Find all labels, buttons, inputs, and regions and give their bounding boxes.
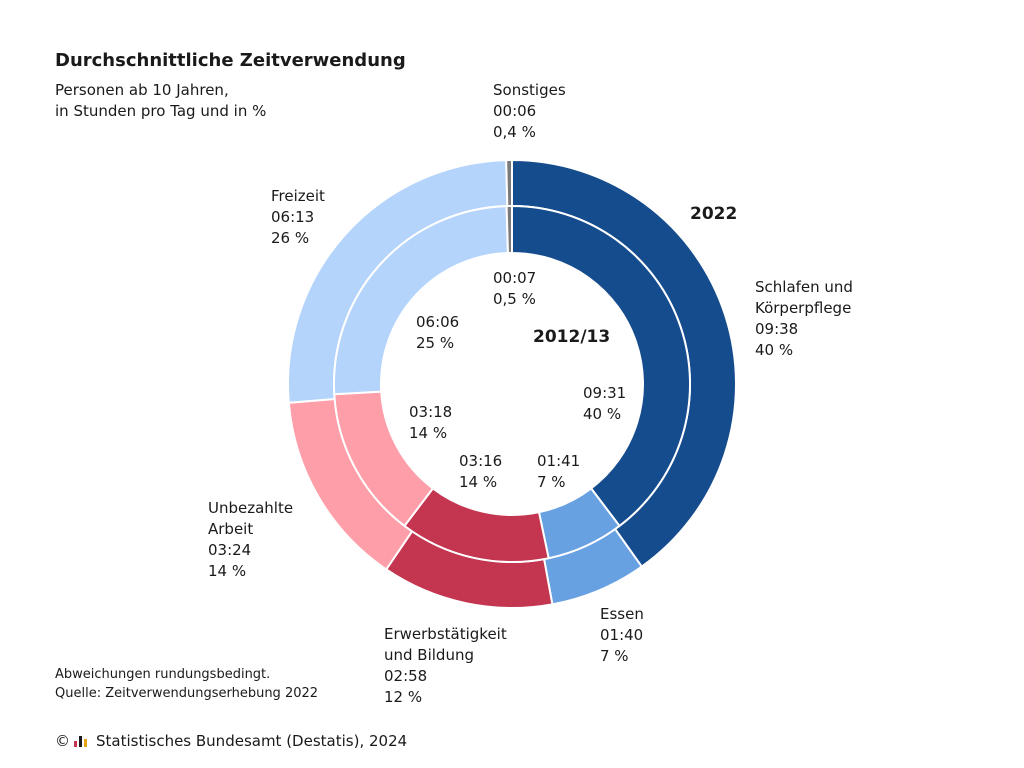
copyright-symbol: © — [55, 732, 70, 750]
outer-ring-2022 — [287, 158, 737, 609]
inner-label-unbezahlt: 03:18 14 % — [409, 403, 452, 442]
outer-label-unbezahlt: Unbezahlte Arbeit 03:24 14 % — [208, 499, 293, 580]
footnote-source: Quelle: Zeitverwendungserhebung 2022 — [55, 686, 319, 701]
copyright: © Statistisches Bundesamt (Destatis), 20… — [55, 732, 407, 750]
outer-label-sonstiges: Sonstiges 00:06 0,4 % — [493, 81, 566, 141]
inner-slice-sonstiges — [505, 204, 513, 255]
footnote: Abweichungen rundungsbedingt. Quelle: Ze… — [55, 665, 318, 703]
inner-label-essen: 01:41 7 % — [537, 452, 580, 491]
chart-subtitle: Personen ab 10 Jahren, in Stunden pro Ta… — [55, 80, 266, 122]
outer-slice-sonstiges — [505, 158, 513, 208]
inner-label-erwerb: 03:16 14 % — [459, 452, 502, 491]
inner-label-sonstiges: 00:07 0,5 % — [493, 269, 536, 308]
inner-label-schlafen: 09:31 40 % — [583, 384, 626, 423]
outer-label-essen: Essen 01:40 7 % — [600, 605, 644, 665]
chart-title: Durchschnittliche Zeitverwendung — [55, 50, 406, 71]
ring-label-2012-13: 2012/13 — [533, 327, 610, 347]
inner-ring-2012-13 — [333, 204, 691, 563]
outer-label-freizeit: Freizeit 06:13 26 % — [271, 187, 325, 247]
slice-labels: Schlafen und Körperpflege 09:38 40 % Essen 01… — [208, 81, 853, 706]
outer-label-erwerb: Erwerbstätigkeit und Bildung 02:58 12 % — [384, 625, 507, 706]
ring-label-2022: 2022 — [690, 204, 737, 224]
outer-label-schlafen: Schlafen und Körperpflege 09:38 40 % — [755, 278, 853, 359]
subtitle-line-1: Personen ab 10 Jahren, — [55, 81, 229, 99]
inner-slice-schlafen — [511, 204, 691, 528]
subtitle-line-2: in Stunden pro Tag und in % — [55, 102, 267, 120]
destatis-logo-icon — [74, 736, 87, 747]
inner-label-freizeit: 06:06 25 % — [416, 313, 459, 352]
footnote-line-1: Abweichungen rundungsbedingt. — [55, 667, 271, 682]
copyright-text: Statistisches Bundesamt (Destatis), 2024 — [96, 732, 408, 750]
